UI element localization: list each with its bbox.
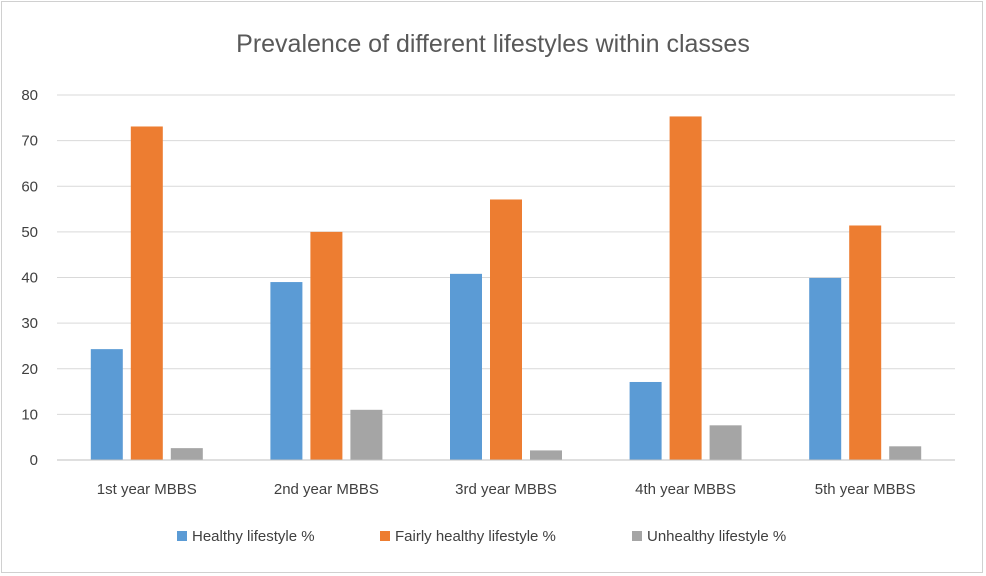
bar-3-1: [170, 448, 203, 460]
x-category-label: 1st year MBBS: [97, 481, 197, 498]
x-category-label: 2nd year MBBS: [274, 481, 379, 498]
bar-1-5: [809, 277, 842, 460]
legend-item: Healthy lifestyle %: [177, 528, 315, 545]
legend-label: Fairly healthy lifestyle %: [395, 528, 556, 545]
legend-label: Healthy lifestyle %: [192, 528, 315, 545]
bar-3-3: [530, 450, 562, 460]
x-category-label: 5th year MBBS: [815, 481, 916, 498]
y-tick-label: 40: [21, 270, 38, 287]
legend-swatch: [177, 531, 187, 541]
y-tick-label: 80: [21, 87, 38, 104]
legend-swatch: [632, 531, 642, 541]
bar-3-4: [709, 425, 742, 460]
chart-title: Prevalence of different lifestyles withi…: [236, 30, 750, 58]
bar-series: [90, 116, 922, 460]
y-axis-tick-labels: 0 10 20 30 40 50 60 70 80: [21, 87, 38, 469]
bar-3-5: [889, 446, 922, 460]
x-category-label: 4th year MBBS: [635, 481, 736, 498]
legend-label: Unhealthy lifestyle %: [647, 528, 786, 545]
legend: Healthy lifestyle % Fairly healthy lifest…: [177, 528, 786, 545]
bar-1-4: [629, 381, 662, 460]
bar-2-3: [490, 199, 522, 460]
bar-1-1: [90, 349, 123, 460]
x-axis-category-labels: 1st year MBBS 2nd year MBBS 3rd year MBBS 4…: [97, 481, 916, 498]
y-tick-label: 20: [21, 361, 38, 378]
bar-3-2: [350, 409, 383, 460]
bar-1-3: [450, 273, 482, 460]
y-tick-label: 0: [30, 452, 38, 469]
legend-item: Fairly healthy lifestyle %: [380, 528, 556, 545]
bar-2-4: [669, 116, 702, 460]
y-tick-label: 50: [21, 224, 38, 241]
bar-1-2: [270, 282, 303, 460]
y-tick-label: 30: [21, 315, 38, 332]
bar-2-2: [310, 231, 343, 460]
y-tick-label: 10: [21, 406, 38, 423]
y-tick-label: 70: [21, 133, 38, 150]
legend-item: Unhealthy lifestyle %: [632, 528, 786, 545]
legend-swatch: [380, 531, 390, 541]
bar-2-1: [130, 126, 163, 460]
bar-2-5: [849, 225, 882, 460]
y-tick-label: 60: [21, 178, 38, 195]
x-category-label: 3rd year MBBS: [455, 481, 557, 498]
